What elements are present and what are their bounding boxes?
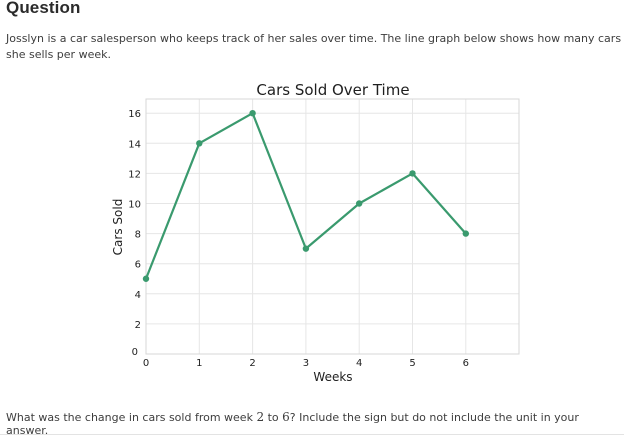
x-tick-label: 5	[409, 358, 415, 369]
x-tick-label: 4	[356, 358, 362, 369]
end-week: 6	[282, 410, 290, 424]
data-point	[409, 170, 416, 177]
data-point	[462, 230, 469, 237]
question-text: What was the change in cars sold from we…	[6, 410, 624, 437]
question-prompt: Josslyn is a car salesperson who keeps t…	[6, 32, 622, 61]
question-heading: Question	[6, 0, 81, 17]
start-week: 2	[256, 410, 265, 424]
y-tick-label: 14	[128, 139, 141, 150]
question-text-start: What was the change in cars sold from we…	[6, 411, 257, 424]
chart-title: Cars Sold Over Time	[256, 81, 409, 99]
question-text-end: ? Include the sign but do not include th…	[6, 411, 579, 437]
x-tick-label: 0	[143, 358, 149, 369]
chart-grid	[146, 99, 519, 354]
x-axis-label: Weeks	[313, 370, 352, 384]
y-tick-label: 0	[132, 347, 138, 358]
y-tick-label: 16	[128, 109, 141, 120]
y-tick-label: 10	[128, 200, 141, 211]
x-tick-label: 1	[196, 358, 202, 369]
data-point	[302, 245, 310, 252]
y-tick-label: 4	[135, 290, 141, 301]
series-cars-sold	[142, 110, 469, 282]
y-tick-label: 2	[135, 320, 141, 331]
y-tick-label: 8	[135, 230, 141, 241]
y-tick-label: 12	[128, 169, 141, 180]
x-tick-label: 2	[249, 358, 255, 369]
y-tick-label: 6	[135, 260, 141, 271]
x-tick-label: 6	[463, 358, 469, 369]
question-text-middle: to	[264, 411, 283, 424]
plot-frame	[145, 98, 520, 355]
y-axis-label: Cars Sold	[111, 199, 125, 256]
data-point	[249, 110, 256, 117]
bottom-divider	[0, 434, 624, 435]
data-point	[356, 200, 363, 207]
data-point	[196, 140, 203, 147]
data-point	[142, 275, 150, 282]
x-tick-label: 3	[303, 358, 309, 369]
